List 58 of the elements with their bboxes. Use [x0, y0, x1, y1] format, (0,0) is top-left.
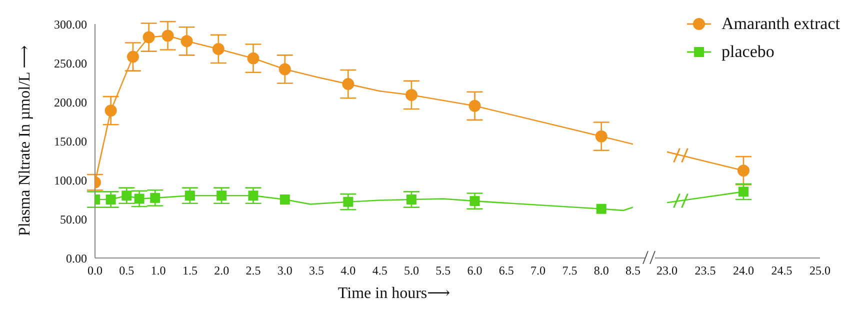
point — [596, 204, 606, 214]
y-tick-label: 100.00 — [54, 173, 87, 188]
point — [212, 42, 224, 55]
point — [247, 52, 260, 64]
x-tick-label: 7.0 — [530, 264, 546, 278]
x-tick-label: 0.0 — [88, 264, 102, 278]
x-tick-label: 4.5 — [372, 264, 388, 278]
y-tick-label: 150.00 — [54, 134, 87, 148]
point — [126, 50, 139, 63]
x-tick-label: 8.5 — [626, 264, 640, 278]
y-tick-label: 200.00 — [54, 95, 87, 110]
x-tick-label: 24.0 — [733, 264, 754, 278]
point — [104, 104, 117, 117]
y-tick-label: 0.00 — [66, 251, 87, 266]
x-tick-label: 4.0 — [340, 264, 356, 278]
x-tick-label: 23.0 — [656, 264, 678, 278]
x-tick-label: 0.5 — [119, 264, 134, 278]
x-tick-label: 6.0 — [467, 264, 482, 278]
point — [180, 35, 193, 48]
point — [342, 78, 354, 90]
y-tick-label: 300.00 — [54, 17, 87, 32]
x-tick-label: 1.0 — [150, 264, 166, 278]
x-axis-title: Time in hours⟶ — [338, 285, 450, 302]
point — [106, 194, 116, 204]
x-tick-label: 23.5 — [694, 264, 716, 278]
legend-label: Amaranth extract — [722, 14, 840, 34]
x-tick-label: 8.0 — [594, 264, 609, 278]
point — [280, 194, 290, 204]
x-tick-label: 25.0 — [810, 264, 830, 278]
point — [406, 194, 416, 204]
point — [595, 130, 608, 142]
point — [278, 63, 291, 76]
point — [142, 31, 155, 44]
x-tick-label: 7.5 — [562, 264, 578, 278]
x-tick-label: 5.5 — [436, 264, 451, 278]
point — [470, 196, 480, 206]
point — [162, 30, 174, 42]
x-tick-label: 1.5 — [182, 264, 198, 278]
y-axis-title: Plasma Nltrate In µmol/L ⟶ — [16, 45, 34, 236]
x-tick-label: 3.0 — [277, 264, 292, 278]
point — [184, 190, 195, 201]
x-tick-label: 2.5 — [246, 264, 261, 278]
point — [343, 196, 354, 207]
y-tick-label: 50.00 — [60, 212, 87, 226]
x-tick-label: 24.5 — [771, 264, 792, 278]
y-tick-label: 250.00 — [54, 56, 87, 70]
point — [405, 88, 418, 101]
x-tick-label: 5.0 — [404, 264, 419, 278]
x-tick-label: 3.5 — [309, 264, 324, 278]
x-tick-label: 6.5 — [498, 264, 514, 278]
point — [134, 194, 144, 204]
point — [122, 190, 132, 201]
point — [150, 192, 160, 203]
point — [216, 190, 227, 201]
point — [248, 190, 258, 201]
point — [468, 100, 481, 112]
legend-label: placebo — [722, 42, 774, 62]
x-tick-label: 2.0 — [214, 264, 230, 278]
